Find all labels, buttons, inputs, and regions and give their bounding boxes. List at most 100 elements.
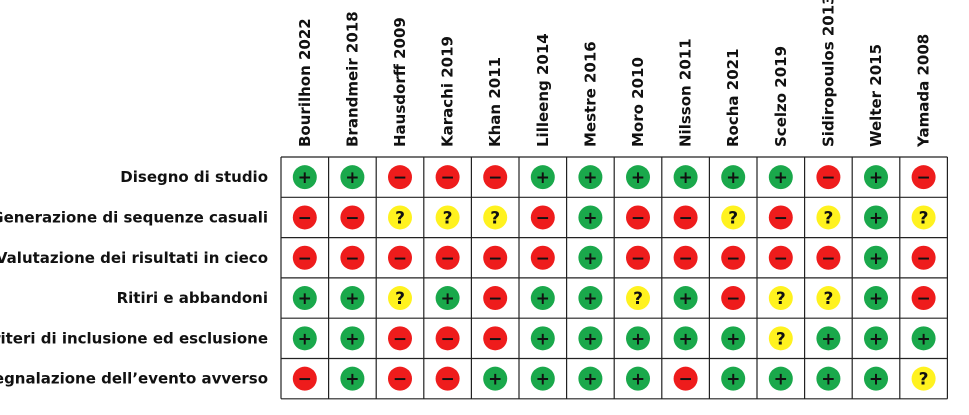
rating-marker-low-risk: [340, 286, 365, 311]
rating-symbol: −: [678, 370, 692, 390]
rating-symbol: ?: [823, 289, 833, 309]
rating-marker-low-risk: [483, 366, 508, 391]
study-header: Moro 2010: [629, 57, 647, 147]
rating-marker-high-risk: [292, 366, 317, 391]
rating-symbol: +: [345, 168, 359, 188]
rating-symbol: +: [345, 329, 359, 349]
rating-symbol: −: [821, 249, 835, 269]
study-header: Hausdorff 2009: [391, 17, 409, 147]
rating-symbol: −: [536, 249, 550, 269]
rating-symbol: −: [916, 249, 930, 269]
rating-symbol: +: [298, 289, 312, 309]
rating-marker-high-risk: [435, 245, 460, 270]
rating-marker-low-risk: [530, 366, 555, 391]
rating-symbol: +: [869, 168, 883, 188]
domain-labels: Disegno di studio Generazione di sequenze…: [0, 168, 268, 388]
domain-label: Disegno di studio: [120, 168, 268, 186]
study-header: Karachi 2019: [439, 36, 457, 147]
rating-symbol: −: [536, 208, 550, 228]
rating-symbol: +: [678, 329, 692, 349]
rating-symbol: +: [536, 329, 550, 349]
rating-symbol: +: [583, 289, 597, 309]
rating-marker-high-risk: [340, 205, 365, 230]
rating-marker-low-risk: [530, 286, 555, 311]
rating-symbol: +: [298, 329, 312, 349]
rating-marker-high-risk: [388, 165, 412, 190]
rating-marker-low-risk: [340, 326, 365, 351]
rating-marker-unclear-risk: [816, 205, 841, 230]
study-header: Yamada 2008: [915, 34, 933, 148]
rating-marker-high-risk: [911, 245, 936, 270]
rating-marker-high-risk: [435, 366, 460, 391]
rating-marker-high-risk: [768, 205, 793, 230]
study-header: Rocha 2021: [724, 48, 742, 147]
rating-marker-unclear-risk: [768, 326, 793, 351]
rating-symbol: +: [298, 168, 312, 188]
rating-symbol: −: [345, 249, 359, 269]
rating-marker-unclear-risk: [816, 286, 841, 311]
rating-symbol: −: [488, 329, 502, 349]
rating-marker-high-risk: [816, 245, 841, 270]
rating-symbol: −: [488, 168, 502, 188]
rating-marker-unclear-risk: [768, 286, 793, 311]
domain-label: Criteri di inclusione ed esclusione: [0, 329, 268, 347]
domain-label: Generazione di sequenze casuali: [0, 208, 268, 226]
rating-marker-low-risk: [911, 326, 936, 351]
rating-marker-high-risk: [721, 245, 746, 270]
study-header: Mestre 2016: [581, 41, 599, 147]
rating-symbol: −: [488, 289, 502, 309]
rating-marker-low-risk: [626, 165, 650, 190]
rating-marker-low-risk: [864, 245, 888, 270]
rating-symbol: −: [916, 168, 930, 188]
study-header: Brandmeir 2018: [343, 11, 361, 147]
rating-symbol: −: [298, 249, 312, 269]
rating-symbol: −: [393, 370, 407, 390]
rating-symbol: −: [774, 208, 788, 228]
rating-symbol: ?: [395, 208, 405, 228]
rating-marker-unclear-risk: [388, 205, 412, 230]
rating-marker-low-risk: [435, 286, 460, 311]
rating-symbol: ?: [633, 289, 643, 309]
rating-marker-high-risk: [816, 165, 841, 190]
rating-symbol: ?: [776, 329, 786, 349]
rating-marker-low-risk: [864, 205, 888, 230]
rating-marker-unclear-risk: [483, 205, 508, 230]
study-header: Nilsson 2011: [677, 38, 695, 147]
domain-label: Segnalazione dell’evento avverso: [0, 370, 268, 388]
rating-marker-low-risk: [673, 165, 698, 190]
rating-symbol: +: [536, 289, 550, 309]
rating-symbol: +: [821, 329, 835, 349]
rating-symbol: −: [440, 329, 454, 349]
rating-marker-low-risk: [768, 165, 793, 190]
rating-marker-low-risk: [626, 366, 650, 391]
rating-marker-unclear-risk: [388, 286, 412, 311]
rating-marker-low-risk: [721, 366, 746, 391]
rating-marker-high-risk: [626, 205, 650, 230]
rating-symbol: ?: [919, 208, 929, 228]
rating-marker-low-risk: [578, 366, 603, 391]
rating-marker-low-risk: [292, 165, 317, 190]
rating-symbol: +: [488, 370, 502, 390]
rating-symbol: +: [631, 168, 645, 188]
rating-symbol: −: [393, 329, 407, 349]
rating-symbol: ?: [823, 208, 833, 228]
rating-symbol: +: [536, 168, 550, 188]
rating-marker-low-risk: [673, 326, 698, 351]
rating-symbol: ?: [443, 208, 453, 228]
rating-marker-unclear-risk: [626, 286, 650, 311]
rating-marker-high-risk: [388, 326, 412, 351]
rating-marker-high-risk: [435, 326, 460, 351]
rating-symbol: +: [583, 168, 597, 188]
rating-symbol: +: [726, 329, 740, 349]
rating-marker-high-risk: [530, 245, 555, 270]
rating-symbol: ?: [490, 208, 500, 228]
study-header: Scelzo 2019: [772, 46, 790, 147]
rating-symbol: −: [726, 289, 740, 309]
rating-symbol: +: [536, 370, 550, 390]
rating-symbol: +: [440, 289, 454, 309]
rating-symbol: −: [678, 208, 692, 228]
rating-symbol: −: [726, 249, 740, 269]
rating-marker-high-risk: [673, 366, 698, 391]
rating-symbol: +: [583, 370, 597, 390]
rating-marker-low-risk: [816, 366, 841, 391]
